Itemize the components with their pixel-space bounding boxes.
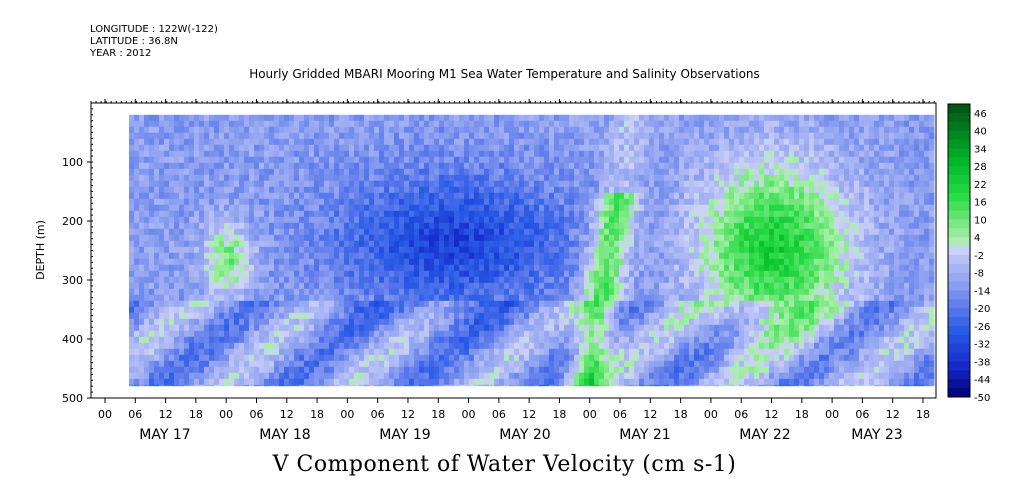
latitude-label: LATITUDE : 36.8N [90, 36, 178, 47]
colorbar-label: 4 [974, 233, 980, 244]
x-tick-label: 00 [704, 408, 718, 421]
x-tick-label: 06 [492, 408, 506, 421]
y-tick-label: 300 [62, 274, 83, 287]
colorbar-label: 40 [974, 127, 987, 138]
y-tick-label: 200 [62, 215, 83, 228]
colorbar-label: 34 [974, 144, 987, 155]
x-tick-label: 06 [128, 408, 142, 421]
y-tick-label: 100 [62, 156, 83, 169]
x-tick-label: 18 [431, 408, 445, 421]
colorbar-label: -20 [974, 304, 990, 315]
x-tick-label: 00 [98, 408, 112, 421]
colorbar-label: -8 [974, 269, 984, 280]
heatmap-cells [129, 114, 935, 392]
x-tick-label: 12 [765, 408, 779, 421]
x-day-label: MAY 20 [499, 427, 550, 443]
x-tick-label: 00 [462, 408, 476, 421]
x-day-label: MAY 23 [851, 427, 902, 443]
x-tick-label: 06 [249, 408, 263, 421]
colorbar-label: 16 [974, 198, 987, 209]
x-tick-label: 06 [613, 408, 627, 421]
colorbar-label: 22 [974, 180, 987, 191]
x-day-label: MAY 22 [739, 427, 790, 443]
x-day-label: MAY 19 [379, 427, 430, 443]
colorbar-label: 10 [974, 215, 987, 226]
x-day-label: MAY 17 [139, 427, 190, 443]
colorbar-label: -44 [974, 375, 990, 386]
x-tick-label: 06 [734, 408, 748, 421]
x-tick-label: 18 [552, 408, 566, 421]
colorbar-label: -32 [974, 340, 990, 351]
y-axis-label: DEPTH (m) [34, 220, 47, 280]
x-tick-label: 00 [340, 408, 354, 421]
x-tick-label: 06 [855, 408, 869, 421]
colorbar-label: -2 [974, 251, 984, 262]
x-tick-label: 18 [189, 408, 203, 421]
x-tick-label: 06 [371, 408, 385, 421]
x-tick-label: 18 [916, 408, 930, 421]
colorbar [948, 104, 970, 398]
longitude-label: LONGITUDE : 122W(-122) [90, 24, 218, 35]
x-tick-label: 12 [522, 408, 536, 421]
x-tick-label: 12 [159, 408, 173, 421]
colorbar-label: -50 [974, 393, 990, 404]
x-tick-label: 12 [401, 408, 415, 421]
colorbar-label: -38 [974, 357, 990, 368]
x-tick-label: 00 [825, 408, 839, 421]
y-tick-label: 500 [62, 392, 83, 405]
colorbar-label: 28 [974, 162, 987, 173]
x-tick-label: 18 [795, 408, 809, 421]
colorbar-label: -14 [974, 286, 990, 297]
x-day-label: MAY 18 [259, 427, 310, 443]
bottom-mask [91, 386, 936, 398]
x-tick-label: 12 [886, 408, 900, 421]
chart-title: Hourly Gridded MBARI Mooring M1 Sea Wate… [249, 67, 760, 81]
x-day-label: MAY 21 [619, 427, 670, 443]
x-tick-label: 12 [643, 408, 657, 421]
x-tick-label: 18 [674, 408, 688, 421]
year-label: YEAR : 2012 [90, 48, 152, 59]
x-tick-label: 18 [310, 408, 324, 421]
x-tick-label: 00 [583, 408, 597, 421]
x-tick-label: 12 [280, 408, 294, 421]
x-tick-label: 00 [219, 408, 233, 421]
x-axis-label: V Component of Water Velocity (cm s-1) [272, 452, 737, 477]
y-tick-label: 400 [62, 333, 83, 346]
colorbar-label: -26 [974, 322, 990, 333]
colorbar-label: 46 [974, 109, 987, 120]
colorbar-frame [947, 103, 971, 398]
